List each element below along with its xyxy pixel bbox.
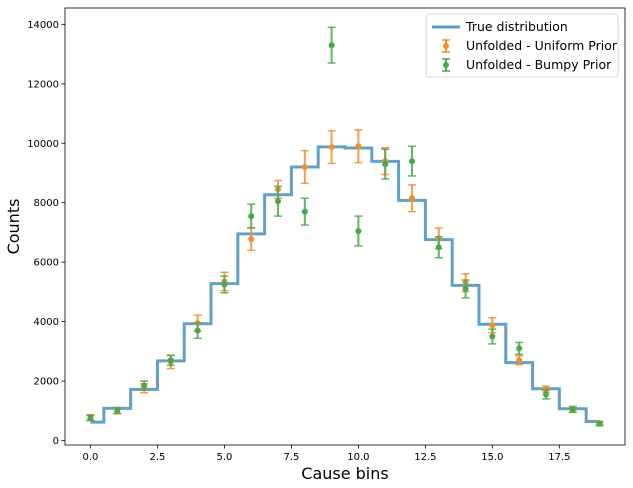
bumpy-prior-point [569,406,576,413]
y-axis-label: Counts [4,199,23,255]
y-axis: 0 2000 4000 6000 8000 10000 12000 14000 [27,20,65,447]
bumpy-prior-point [462,285,469,292]
y-tick-label: 8000 [34,198,59,209]
bumpy-prior-point [328,42,335,49]
x-tick-label: 5.0 [216,452,232,463]
legend-frame [425,13,619,78]
uniform-prior-point [489,322,496,329]
legend: True distribution Unfolded - Uniform Pri… [425,13,619,78]
x-tick-label: 17.5 [548,452,570,463]
legend-symbols [432,25,460,72]
bumpy-prior-point [301,208,308,215]
bumpy-prior-point [489,333,496,340]
bumpy-prior-point [596,420,603,427]
y-tick-label: 6000 [34,258,59,269]
uniform-prior-point [408,195,415,202]
bumpy-prior-point [435,244,442,251]
axes-frame [64,7,626,446]
bumpy-prior-point [194,327,201,334]
x-tick-label: 0.0 [83,452,99,463]
bumpy-prior-point [87,414,94,421]
bumpy-prior-point [114,407,121,414]
y-tick-label: 10000 [27,139,59,150]
y-tick-label: 0 [53,436,59,447]
legend-marker-bumpy [443,62,449,68]
bumpy-prior-point [542,391,549,398]
bumpy-prior-point [221,281,228,288]
x-axis: 0.0 2.5 5.0 7.5 10.0 12.5 15.0 17.5 [83,445,570,463]
x-tick-label: 10.0 [347,452,369,463]
bumpy-prior-point [355,227,362,234]
legend-label-bumpy: Unfolded - Bumpy Prior [466,57,612,72]
x-tick-label: 12.5 [414,452,436,463]
bumpy-prior-point [248,213,255,220]
bumpy-prior-point [382,161,389,168]
legend-label-uniform: Unfolded - Uniform Prior [466,38,618,53]
y-tick-label: 2000 [34,377,59,388]
bumpy-prior-point [408,158,415,165]
uniform-prior-point [248,235,255,242]
x-tick-label: 15.0 [481,452,503,463]
plot-area [86,26,604,427]
bumpy-prior-point [275,198,282,205]
uniform-prior-point [355,143,362,150]
legend-label-true: True distribution [465,19,568,34]
bumpy-prior-point [516,345,523,352]
y-tick-label: 4000 [34,317,59,328]
y-tick-label: 14000 [27,20,59,31]
uniform-prior-point [328,144,335,151]
y-tick-label: 12000 [27,79,59,90]
x-tick-label: 2.5 [149,452,165,463]
uniform-prior-point [516,357,523,364]
bumpy-prior-point [141,382,148,389]
uniform-prior-point [301,164,308,171]
legend-marker-uniform [443,43,449,49]
bumpy-prior-point [167,357,174,364]
x-axis-label: Cause bins [301,464,388,483]
x-tick-label: 7.5 [283,452,299,463]
